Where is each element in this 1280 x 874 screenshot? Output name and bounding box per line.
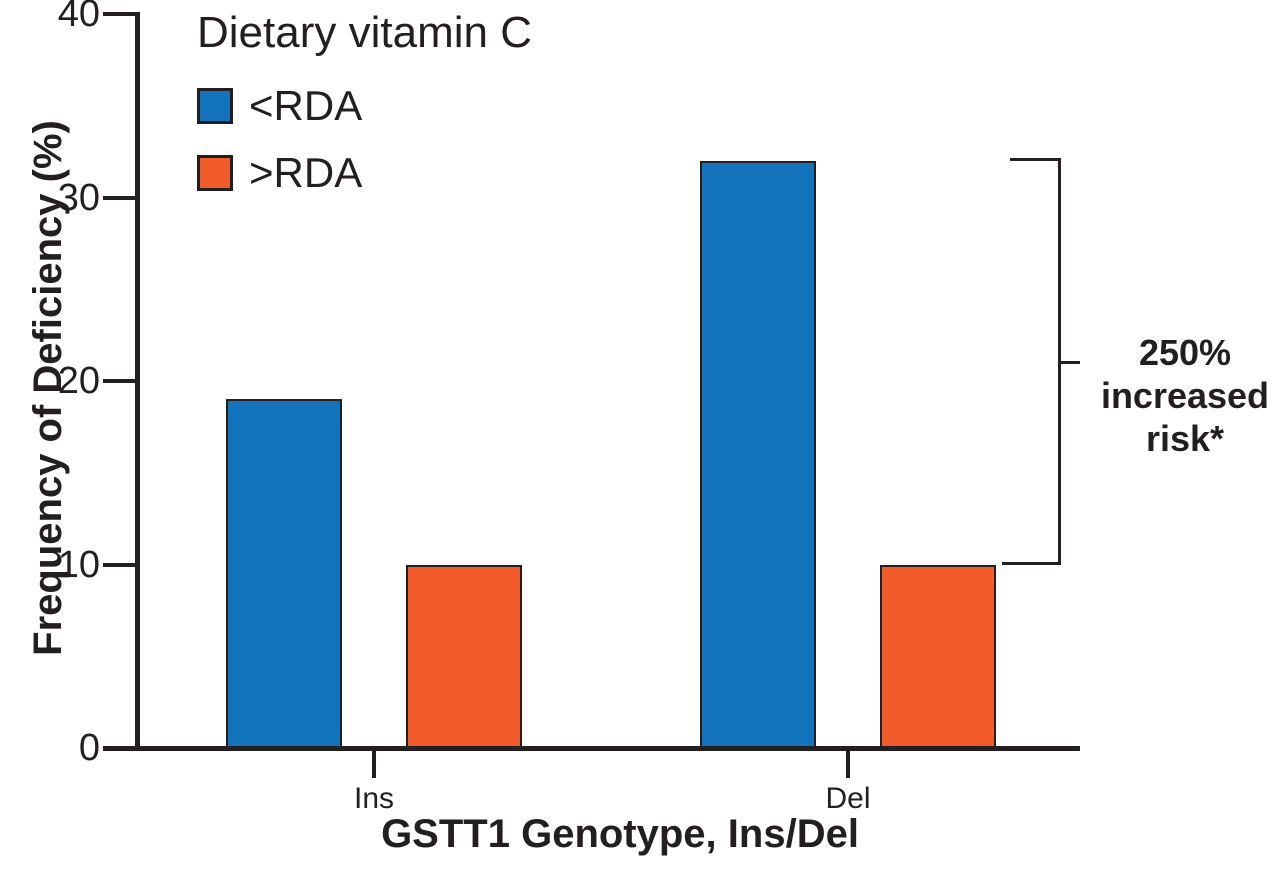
legend-swatch-orange bbox=[197, 155, 233, 191]
bar-ins-series-1 bbox=[406, 564, 522, 748]
y-tick-label: 0 bbox=[78, 727, 100, 769]
y-tick-label: 40 bbox=[57, 0, 100, 35]
legend-label: <RDA bbox=[249, 82, 363, 129]
y-tick-label: 30 bbox=[57, 176, 100, 219]
y-tick-mark bbox=[103, 562, 137, 567]
y-tick-label: 20 bbox=[57, 360, 100, 402]
y-tick-mark bbox=[103, 12, 137, 16]
bracket-bottom-line bbox=[1002, 561, 1061, 565]
x-axis-title: GSTT1 Genotype, Ins/Del bbox=[381, 812, 859, 856]
bar-ins-series-0 bbox=[226, 399, 342, 748]
risk-annotation-line: risk* bbox=[1145, 418, 1225, 459]
legend-swatch-blue bbox=[197, 88, 233, 124]
legend-title: Dietary vitamin C bbox=[197, 8, 532, 57]
x-axis-line bbox=[103, 746, 1080, 751]
bracket-mid-tick bbox=[1058, 361, 1080, 365]
risk-annotation-line: 250% bbox=[1138, 332, 1232, 373]
bracket-top-line bbox=[1010, 157, 1061, 161]
y-tick-mark bbox=[103, 379, 137, 383]
bar-del-series-1 bbox=[880, 564, 996, 748]
x-tick-mark bbox=[846, 748, 850, 778]
legend-item-under-rda: <RDA bbox=[197, 82, 362, 130]
y-tick-mark bbox=[103, 195, 137, 200]
x-tick-mark bbox=[372, 748, 376, 778]
legend-label: >RDA bbox=[249, 149, 363, 196]
y-tick-label: 10 bbox=[57, 543, 100, 586]
y-axis-line bbox=[135, 12, 140, 751]
x-tick-label-ins: Ins bbox=[353, 782, 395, 815]
legend-item-over-rda: >RDA bbox=[197, 149, 362, 197]
x-tick-label-del: Del bbox=[825, 782, 871, 815]
bar-del-series-0 bbox=[700, 160, 816, 748]
risk-annotation: 250% increased risk* bbox=[1086, 331, 1280, 460]
risk-annotation-line: increased bbox=[1100, 375, 1270, 416]
